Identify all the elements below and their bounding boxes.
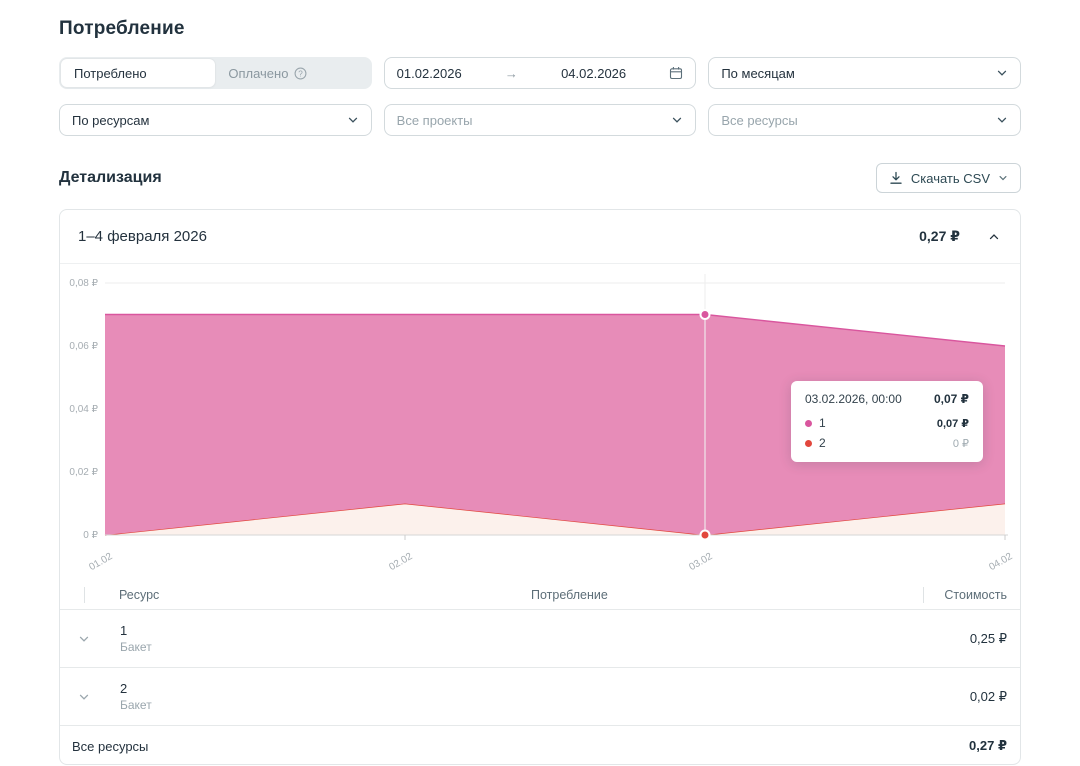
chevron-down-icon <box>79 636 89 642</box>
column-resource: Ресурс <box>119 587 160 602</box>
granularity-select[interactable]: По месяцам <box>708 57 1021 89</box>
download-csv-button[interactable]: Скачать CSV <box>875 163 1021 193</box>
period-total: 0,27 ₽ <box>919 228 960 244</box>
resource-cost: 0,02 ₽ <box>969 688 1007 704</box>
period-title: 1–4 февраля 2026 <box>78 228 207 245</box>
consumed-paid-toggle: Потреблено Оплачено ? <box>59 57 372 89</box>
chevron-down-icon <box>997 117 1007 123</box>
tooltip-series-value: 0 ₽ <box>952 437 969 450</box>
chevron-down-icon <box>673 117 682 123</box>
footer-label: Все ресурсы <box>72 738 149 754</box>
svg-text:04.02: 04.02 <box>987 551 1015 573</box>
tooltip-series-label: 1 <box>819 416 826 430</box>
footer-total-cost: 0,27 ₽ <box>969 738 1007 753</box>
table-row[interactable]: 2 Бакет 0,02 ₽ <box>60 668 1020 726</box>
y-axis-labels: 0,08 ₽ 0,06 ₽ 0,04 ₽ 0,02 ₽ 0 ₽ <box>69 278 98 541</box>
svg-text:0,08 ₽: 0,08 ₽ <box>69 278 98 289</box>
table-footer: Все ресурсы 0,27 ₽ <box>60 726 1020 764</box>
expand-row-button[interactable] <box>74 687 94 707</box>
chevron-up-icon <box>989 233 999 239</box>
resource-name: 1 <box>120 623 128 638</box>
date-range-picker[interactable]: 01.02.2026 → 04.02.2026 <box>383 57 697 89</box>
tooltip-series-label: 2 <box>819 436 826 450</box>
details-header: Детализация Скачать CSV <box>59 163 1021 193</box>
download-icon <box>890 171 902 184</box>
chart-area: 0,08 ₽ 0,06 ₽ 0,04 ₽ 0,02 ₽ 0 ₽ 01.02 02… <box>60 264 1020 580</box>
date-start[interactable]: 01.02.2026 <box>396 65 462 81</box>
tooltip-series-value: 0,07 ₽ <box>936 417 969 430</box>
granularity-value: По месяцам <box>721 65 795 81</box>
resource-type: Бакет <box>120 640 152 654</box>
page-title: Потребление <box>59 18 185 39</box>
detail-card: 1–4 февраля 2026 0,27 ₽ <box>59 209 1021 765</box>
detail-card-header: 1–4 февраля 2026 0,27 ₽ <box>60 210 1020 264</box>
resources-placeholder: Все ресурсы <box>721 112 798 128</box>
consumption-page: Потребление Потреблено Оплачено ? 01.02.… <box>59 0 1021 765</box>
group-by-select[interactable]: По ресурсам <box>59 104 372 136</box>
column-cost: Стоимость <box>944 587 1007 602</box>
projects-select[interactable]: Все проекты <box>383 104 697 136</box>
filters-panel: Потреблено Оплачено ? 01.02.2026 → 04.02… <box>59 57 1021 136</box>
question-circle-icon: ? <box>294 67 307 79</box>
consumption-area-chart[interactable]: 0,08 ₽ 0,06 ₽ 0,04 ₽ 0,02 ₽ 0 ₽ 01.02 02… <box>60 264 1021 580</box>
calendar-icon <box>670 67 683 80</box>
resource-cost: 0,25 ₽ <box>969 630 1007 646</box>
series-2-dot-icon <box>805 439 812 447</box>
table-row[interactable]: 1 Бакет 0,25 ₽ <box>60 610 1020 668</box>
tooltip-total: 0,07 ₽ <box>933 392 969 406</box>
column-consumption: Потребление <box>531 587 608 602</box>
toggle-consumed-label: Потреблено <box>74 65 147 81</box>
download-csv-label: Скачать CSV <box>910 170 990 186</box>
chart-series <box>104 313 1006 536</box>
svg-text:0,02 ₽: 0,02 ₽ <box>69 467 98 478</box>
chart-hover-markers <box>699 274 711 541</box>
date-arrow-icon: → <box>504 65 518 81</box>
svg-text:0 ₽: 0 ₽ <box>83 530 98 541</box>
tooltip-row: 1 0,07 ₽ <box>805 416 969 430</box>
date-end[interactable]: 04.02.2026 <box>561 65 627 81</box>
projects-placeholder: Все проекты <box>396 112 473 128</box>
svg-text:01.02: 01.02 <box>87 551 115 573</box>
svg-text:02.02: 02.02 <box>387 551 415 573</box>
svg-text:0,06 ₽: 0,06 ₽ <box>69 341 98 352</box>
resource-type: Бакет <box>120 698 152 712</box>
tooltip-row: 2 0 ₽ <box>805 436 969 450</box>
toggle-option-paid[interactable]: Оплачено ? <box>215 59 369 87</box>
resources-table-header: Ресурс Потребление Стоимость <box>60 580 1020 610</box>
chevron-down-icon <box>997 70 1007 76</box>
group-by-value: По ресурсам <box>72 112 150 128</box>
x-axis-labels: 01.02 02.02 03.02 04.02 <box>87 551 1015 573</box>
resources-select[interactable]: Все ресурсы <box>708 104 1021 136</box>
chevron-down-icon <box>348 117 357 123</box>
svg-text:?: ? <box>299 69 304 78</box>
details-title: Детализация <box>59 169 162 186</box>
expand-row-button[interactable] <box>74 629 94 649</box>
svg-text:0,04 ₽: 0,04 ₽ <box>69 404 98 415</box>
chart-tooltip: 03.02.2026, 00:00 0,07 ₽ 1 0,07 ₽ 2 0 ₽ <box>791 381 983 462</box>
tooltip-date: 03.02.2026, 00:00 <box>805 392 902 406</box>
chevron-down-icon <box>79 694 89 700</box>
toggle-option-consumed[interactable]: Потреблено <box>61 59 216 87</box>
collapse-card-button[interactable] <box>986 229 1002 245</box>
series-1-dot-icon <box>805 419 812 427</box>
chevron-down-icon <box>999 176 1007 181</box>
toggle-paid-label: Оплачено <box>228 65 289 81</box>
resource-name: 2 <box>120 681 128 696</box>
svg-text:03.02: 03.02 <box>687 551 715 573</box>
